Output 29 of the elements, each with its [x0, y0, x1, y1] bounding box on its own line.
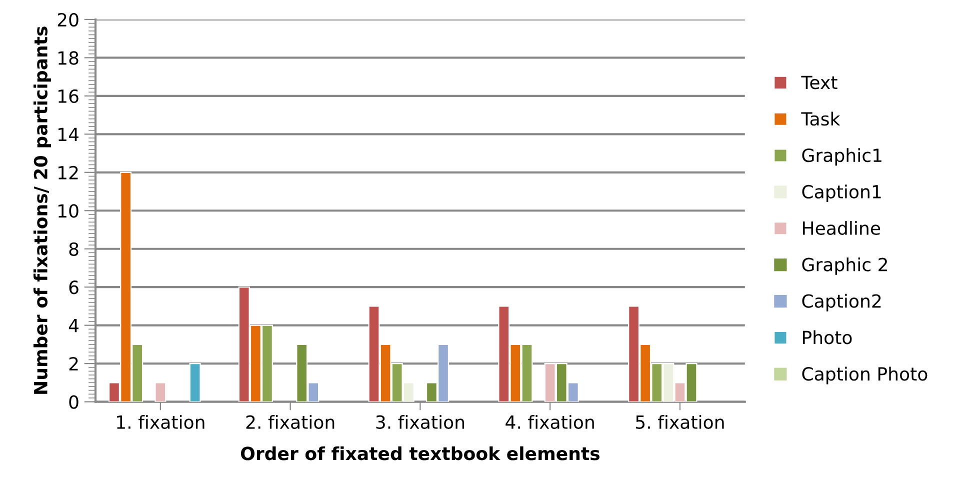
legend-label: Caption1 — [802, 184, 881, 202]
legend-label: Caption2 — [802, 294, 881, 312]
y-tick-label: 8 — [69, 242, 78, 256]
y-tick-label: 0 — [69, 395, 78, 409]
bar — [154, 382, 166, 402]
x-tick-label: 3. fixation — [376, 414, 464, 429]
y-axis-title: Number of fixations/ 20 participants — [34, 26, 51, 394]
x-axis-title: Order of fixated textbook elements — [240, 446, 600, 460]
y-tick-label: 18 — [58, 51, 78, 65]
y-tick-label: 10 — [58, 204, 78, 218]
legend-label: Photo — [802, 330, 852, 344]
y-tick-label: 2 — [69, 357, 78, 370]
x-tick-label: 2. fixation — [246, 414, 334, 429]
legend-label: Graphic 2 — [802, 257, 887, 275]
legend-label: Caption Photo — [802, 366, 928, 384]
x-tick-label: 4. fixation — [506, 414, 594, 429]
legend-label: Headline — [802, 221, 880, 235]
y-tick-label: 12 — [58, 166, 78, 180]
legend-label: Graphic1 — [802, 148, 882, 166]
legend-label: Task — [801, 112, 840, 126]
y-tick-label: 6 — [69, 280, 78, 294]
y-tick-label: 14 — [58, 128, 79, 142]
y-tick-label: 16 — [58, 89, 78, 104]
legend-label: Text — [801, 76, 838, 90]
y-tick-label: 20 — [58, 12, 78, 27]
x-tick-label: 1. fixation — [117, 414, 204, 429]
x-tick-label: 5. fixation — [636, 414, 724, 429]
bar — [189, 362, 201, 402]
y-tick-label: 4 — [68, 319, 79, 332]
